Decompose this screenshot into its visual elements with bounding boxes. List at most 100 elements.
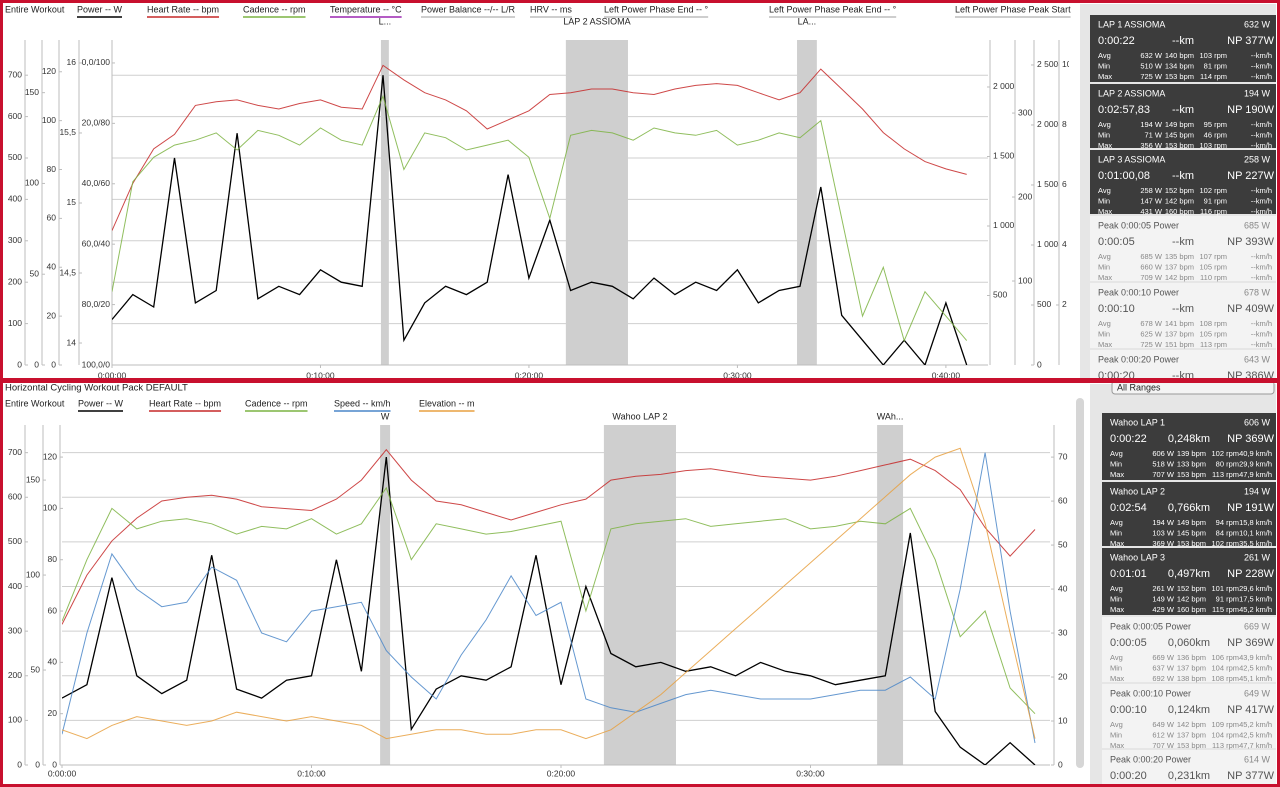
- lap-card[interactable]: [1102, 482, 1276, 546]
- card-stat: 141 bpm: [1165, 319, 1194, 328]
- card-stat: Min: [1110, 663, 1122, 672]
- y-tick-label: 500: [8, 536, 22, 546]
- peak-card[interactable]: [1090, 350, 1276, 378]
- card-stat: 10,1 km/h: [1239, 528, 1272, 537]
- card-stat: 707 W: [1152, 470, 1175, 479]
- card-stat: --km/h: [1251, 130, 1272, 139]
- lap-label: W: [381, 411, 390, 421]
- card-power: 194 W: [1244, 88, 1271, 98]
- y-tick-label: 80: [48, 554, 58, 564]
- peak-card[interactable]: [1102, 684, 1276, 748]
- peak-card[interactable]: [1090, 216, 1276, 281]
- lap-region: [877, 425, 904, 765]
- card-stat: 431 W: [1140, 207, 1163, 216]
- lap-label: WAh...: [877, 411, 904, 421]
- card-power: 606 W: [1244, 417, 1271, 427]
- card-stat: 80 rpm: [1216, 459, 1239, 468]
- y-tick-label: 14: [67, 337, 77, 347]
- card-stat: 625 W: [1140, 329, 1163, 338]
- chart-panel: Horizontal Cycling Workout Pack DEFAULT E…: [5, 380, 1276, 786]
- legend-entry[interactable]: Heart Rate -- bpm: [147, 4, 219, 14]
- scrollbar[interactable]: [1076, 398, 1084, 768]
- card-stat: Max: [1098, 340, 1112, 349]
- card-stat: 71 W: [1144, 130, 1162, 139]
- card-title: LAP 1 ASSIOMA: [1098, 19, 1165, 29]
- card-stat: Avg: [1098, 51, 1111, 60]
- legend-entry[interactable]: Cadence -- rpm: [245, 398, 308, 408]
- legend-entry[interactable]: Left Power Phase Peak End -- °: [769, 4, 897, 14]
- card-stat: 153 bpm: [1165, 72, 1194, 81]
- card-stat: 113 rpm: [1200, 340, 1227, 349]
- card-distance: --km: [1172, 303, 1194, 315]
- y-tick-label: 10: [1058, 715, 1068, 725]
- card-stat: 725 W: [1140, 72, 1163, 81]
- card-stat: 115 rpm: [1212, 605, 1239, 614]
- card-stat: 102 rpm: [1211, 449, 1239, 458]
- card-stat: 137 bpm: [1165, 329, 1194, 338]
- peak-card[interactable]: [1090, 283, 1276, 348]
- card-stat: 42,5 km/h: [1239, 730, 1272, 739]
- lap-region: [565, 40, 628, 365]
- legend-entry[interactable]: Left Power Phase Peak Start: [955, 4, 1071, 14]
- y-tick-label: 2 000: [993, 81, 1015, 91]
- legend-entry[interactable]: Elevation -- m: [419, 398, 475, 408]
- legend-entry[interactable]: Cadence -- rpm: [243, 4, 306, 14]
- dropdown-label: All Ranges: [1117, 382, 1161, 392]
- card-power: 261 W: [1244, 552, 1271, 562]
- card-stat: 160 bpm: [1177, 605, 1206, 614]
- card-title: Peak 0:00:10 Power: [1098, 287, 1179, 297]
- card-stat: --km/h: [1251, 329, 1272, 338]
- legend-entry[interactable]: Power -- W: [77, 4, 123, 14]
- card-stat: 194 W: [1140, 120, 1163, 129]
- peak-card[interactable]: [1102, 750, 1276, 786]
- legend-entry[interactable]: Heart Rate -- bpm: [149, 398, 221, 408]
- y-tick-label: 300: [1018, 107, 1032, 117]
- peak-card[interactable]: [1102, 617, 1276, 682]
- y-tick-label: 0: [17, 759, 22, 769]
- legend-entry[interactable]: Temperature -- °C: [330, 4, 402, 14]
- legend-entry[interactable]: Speed -- km/h: [334, 398, 391, 408]
- x-tick-label: 0:10:00: [297, 768, 326, 778]
- card-stat: 104 rpm: [1211, 730, 1239, 739]
- card-stat: 29,9 km/h: [1239, 459, 1272, 468]
- lap-card[interactable]: [1090, 150, 1276, 214]
- card-title: Peak 0:00:05 Power: [1110, 621, 1191, 631]
- legend-entry[interactable]: Power Balance --/-- L/R: [421, 4, 516, 14]
- y-tick-label: 2 500: [1037, 59, 1059, 69]
- legend-entry[interactable]: HRV -- ms: [530, 4, 572, 14]
- y-tick-label: 6: [1062, 179, 1067, 189]
- card-stat: 113 rpm: [1212, 470, 1239, 479]
- card-time: 0:00:10: [1098, 303, 1135, 315]
- card-stat: Avg: [1110, 449, 1123, 458]
- card-power: 649 W: [1244, 688, 1271, 698]
- lap-card[interactable]: [1102, 548, 1276, 615]
- card-stat: Max: [1110, 539, 1124, 548]
- card-stat: 678 W: [1140, 319, 1163, 328]
- lap-card[interactable]: [1102, 413, 1276, 480]
- card-stat: Avg: [1098, 319, 1111, 328]
- card-power: 614 W: [1244, 754, 1271, 764]
- card-time: 0:02:57,83: [1098, 104, 1150, 116]
- y-tick-label: 400: [8, 581, 22, 591]
- y-tick-label: 20: [48, 708, 58, 718]
- card-stat: Min: [1098, 329, 1110, 338]
- card-stat: 149 bpm: [1165, 120, 1194, 129]
- x-tick-label: 0:30:00: [796, 768, 825, 778]
- y-tick-label: 120: [42, 66, 56, 76]
- card-title: Wahoo LAP 2: [1110, 486, 1165, 496]
- y-tick-label: 100: [43, 503, 57, 513]
- card-stat: 153 bpm: [1177, 741, 1206, 750]
- legend-entry[interactable]: Left Power Phase End -- °: [604, 4, 709, 14]
- legend-entry[interactable]: Power -- W: [78, 398, 124, 408]
- card-stat: 142 bpm: [1165, 273, 1194, 282]
- y-tick-label: 100: [42, 115, 56, 125]
- card-stat: 45,1 km/h: [1239, 674, 1272, 683]
- y-tick-label: 100,0/0: [82, 359, 111, 369]
- card-stat: 637 W: [1152, 663, 1175, 672]
- lap-card[interactable]: [1090, 15, 1276, 82]
- lap-card[interactable]: [1090, 84, 1276, 148]
- card-stat: Max: [1110, 741, 1124, 750]
- card-stat: 258 W: [1140, 186, 1163, 195]
